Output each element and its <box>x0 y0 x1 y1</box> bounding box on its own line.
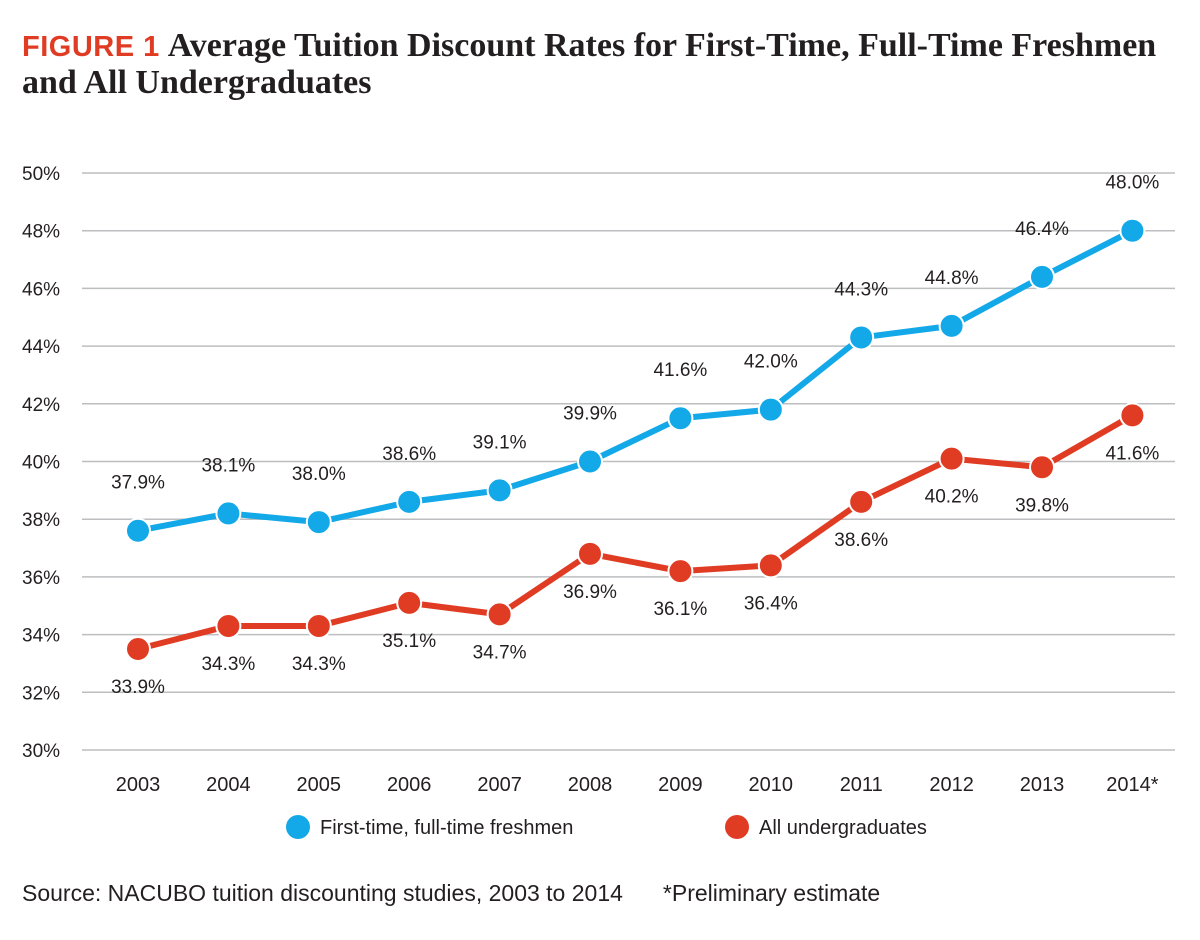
chart-footer: Source: NACUBO tuition discounting studi… <box>22 880 880 907</box>
x-tick-label: 2007 <box>477 774 522 796</box>
y-tick-label: 34% <box>22 626 60 647</box>
data-point <box>125 636 151 663</box>
data-point <box>848 488 875 515</box>
y-tick-label: 44% <box>22 337 60 358</box>
legend-label: All undergraduates <box>759 817 927 839</box>
data-label: 34.7% <box>473 642 527 663</box>
y-tick-label: 32% <box>22 683 60 704</box>
data-point <box>125 517 151 544</box>
x-tick-label: 2004 <box>206 774 251 796</box>
data-label: 34.3% <box>292 654 346 675</box>
x-tick-label: 2005 <box>297 774 342 796</box>
data-point <box>486 601 513 628</box>
data-label: 41.6% <box>1105 443 1159 464</box>
data-point <box>757 552 784 579</box>
legend-marker <box>286 815 310 839</box>
chart-title: Average Tuition Discount Rates for First… <box>22 27 1157 101</box>
y-tick-label: 38% <box>22 510 60 531</box>
data-label: 33.9% <box>111 677 165 698</box>
data-label: 35.1% <box>382 631 436 652</box>
data-point <box>215 500 242 527</box>
data-point <box>938 445 965 472</box>
x-tick-label: 2014* <box>1106 774 1158 796</box>
source-note: Source: NACUBO tuition discounting studi… <box>22 880 623 906</box>
y-tick-label: 46% <box>22 279 60 300</box>
data-label: 39.8% <box>1015 495 1069 516</box>
legend-marker <box>725 815 749 839</box>
data-point <box>667 558 694 585</box>
data-label: 39.1% <box>473 432 527 453</box>
y-tick-label: 50% <box>22 164 60 185</box>
legend-label: First-time, full-time freshmen <box>320 817 573 839</box>
data-label: 42.0% <box>744 352 798 373</box>
x-tick-label: 2009 <box>658 774 703 796</box>
data-point <box>1119 402 1146 429</box>
data-label: 44.8% <box>925 268 979 289</box>
x-tick-label: 2008 <box>568 774 613 796</box>
data-label: 46.4% <box>1015 219 1069 240</box>
data-point <box>396 589 423 616</box>
x-tick-label: 2010 <box>749 774 794 796</box>
data-point <box>577 448 603 475</box>
x-tick-label: 2011 <box>840 774 883 796</box>
data-label: 41.6% <box>653 360 707 381</box>
data-point <box>486 477 513 504</box>
y-tick-label: 36% <box>22 568 60 589</box>
series-line <box>135 412 1136 653</box>
data-point <box>1029 263 1055 290</box>
y-tick-label: 42% <box>22 395 60 416</box>
data-point <box>938 312 965 339</box>
data-label: 34.3% <box>201 654 255 675</box>
data-point <box>757 396 784 423</box>
figure-label: FIGURE 1 <box>22 31 160 63</box>
y-tick-label: 40% <box>22 453 60 474</box>
data-label: 38.0% <box>292 464 346 485</box>
data-point <box>848 324 875 351</box>
preliminary-note: *Preliminary estimate <box>662 880 881 906</box>
data-label: 36.4% <box>744 593 798 614</box>
data-label: 36.1% <box>653 599 707 620</box>
data-point <box>577 540 603 567</box>
data-label: 36.9% <box>563 582 617 603</box>
data-label: 44.3% <box>834 279 888 300</box>
chart-title-block: FIGURE 1 Average Tuition Discount Rates f… <box>22 27 1182 101</box>
data-point <box>305 612 332 639</box>
x-tick-label: 2003 <box>116 774 161 796</box>
x-tick-label: 2006 <box>387 774 432 796</box>
x-tick-label: 2012 <box>929 774 974 796</box>
data-point <box>396 488 423 515</box>
data-point <box>1029 454 1055 481</box>
data-point <box>305 509 332 536</box>
series-line <box>135 227 1136 534</box>
data-label: 40.2% <box>925 487 979 508</box>
data-point <box>215 612 242 639</box>
y-tick-label: 48% <box>22 222 60 243</box>
data-label: 38.1% <box>201 455 255 476</box>
data-label: 38.6% <box>834 530 888 551</box>
data-label: 48.0% <box>1105 173 1159 194</box>
y-tick-label: 30% <box>22 741 60 762</box>
data-label: 37.9% <box>111 473 165 494</box>
data-point <box>667 405 694 432</box>
data-point <box>1119 217 1146 244</box>
data-label: 39.9% <box>563 404 617 425</box>
x-tick-label: 2013 <box>1020 774 1065 796</box>
data-label: 38.6% <box>382 444 436 465</box>
